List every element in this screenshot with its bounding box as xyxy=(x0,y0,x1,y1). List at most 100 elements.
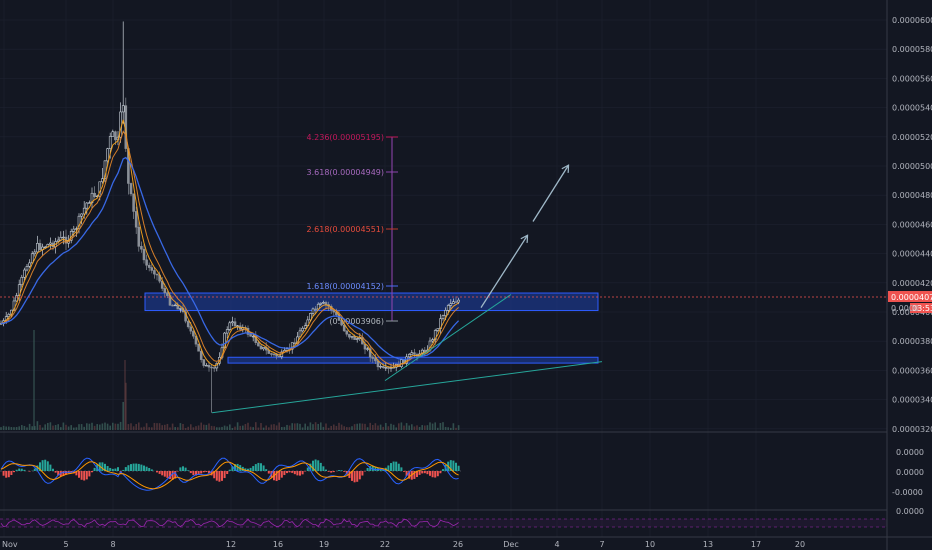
macd-histogram-bar xyxy=(187,470,190,471)
volume-bar xyxy=(304,423,306,430)
macd-histogram-bar xyxy=(140,464,143,471)
macd-tick: 0.0000 xyxy=(896,448,924,457)
volume-bar xyxy=(361,423,364,430)
candle-body xyxy=(82,207,86,215)
candle-body xyxy=(431,339,434,342)
volume-bar xyxy=(213,426,215,430)
volume-bar xyxy=(190,424,192,430)
candle-body xyxy=(88,202,91,204)
macd-histogram-bar xyxy=(457,465,460,471)
volume-bar xyxy=(184,427,187,430)
candle-body xyxy=(205,364,208,367)
trendlines[interactable] xyxy=(211,294,603,414)
volume-bar xyxy=(119,421,122,430)
macd-histogram-bar xyxy=(166,471,169,478)
volume-bar xyxy=(145,423,148,430)
volume-bar xyxy=(444,426,447,430)
volume-bar xyxy=(392,424,395,430)
macd-histogram-bar xyxy=(179,467,182,471)
candle-body xyxy=(142,248,146,261)
volume-bar xyxy=(229,424,231,430)
volume-bar xyxy=(187,426,189,430)
volume-bar xyxy=(314,422,317,430)
volume-bar xyxy=(197,425,200,430)
volume-bar xyxy=(249,426,252,430)
rsi-band-fill xyxy=(0,519,887,527)
volume-bar xyxy=(36,421,39,430)
macd-histogram-bar xyxy=(93,467,96,471)
candle-body xyxy=(228,322,232,330)
candle-body xyxy=(303,325,307,329)
volume-bar xyxy=(275,425,278,430)
volume-bar xyxy=(54,424,57,430)
trendline-2[interactable] xyxy=(384,294,512,382)
candle-body xyxy=(145,259,148,266)
fibonacci-extension[interactable]: 4.236(0.00005195) 3.618(0.00004949) 2.61… xyxy=(307,133,399,326)
volume-bar xyxy=(270,424,273,430)
macd-histogram-bar xyxy=(78,471,80,478)
time-tick: 19 xyxy=(319,540,329,549)
volume-bar xyxy=(104,422,106,430)
volume-bar xyxy=(244,424,247,430)
volume-bar xyxy=(205,424,208,430)
price-axis-panel[interactable] xyxy=(887,0,932,550)
macd-histogram-bar xyxy=(275,471,278,482)
macd-histogram-bar xyxy=(371,465,374,471)
macd-histogram-bar xyxy=(455,462,457,471)
price-tick: 0.00003200 xyxy=(892,425,932,434)
volume-bar xyxy=(390,423,392,430)
macd-histogram-bar xyxy=(374,466,377,471)
volume-bar xyxy=(67,426,70,430)
candle-body xyxy=(257,342,260,347)
macd-histogram-bar xyxy=(413,471,416,479)
candle-body xyxy=(270,353,273,355)
volume-bar xyxy=(413,426,416,430)
macd-histogram-bar xyxy=(44,459,47,471)
price-axis-labels: 0.00006000 0.00005800 0.00005600 0.00005400… xyxy=(892,16,932,434)
zone-box-1[interactable] xyxy=(144,292,599,312)
volume-bar xyxy=(208,423,210,430)
volume-bar xyxy=(307,426,309,430)
volume-bar xyxy=(296,423,299,430)
candle-body xyxy=(207,364,211,368)
projection-arrow-1[interactable] xyxy=(480,236,527,308)
price-tick: 0.00006000 xyxy=(892,16,932,25)
macd-histogram-bar xyxy=(33,468,36,471)
macd-histogram-bar xyxy=(197,471,200,475)
macd-histogram-bar xyxy=(91,471,93,473)
fib-label-3618: 3.618(0.00004949) xyxy=(307,168,385,177)
macd-histogram-bar xyxy=(111,468,114,471)
volume-bar xyxy=(18,426,20,430)
macd-histogram-bar xyxy=(132,463,135,471)
volume-bar xyxy=(216,427,218,430)
volume-bar xyxy=(80,424,83,430)
candle-body xyxy=(413,352,416,355)
volume-bar xyxy=(86,423,88,430)
macd-histogram-bar xyxy=(426,471,429,475)
volume-bar xyxy=(455,427,457,430)
macd-histogram-bar xyxy=(65,471,67,475)
volume-bar xyxy=(405,423,408,430)
candle-body xyxy=(384,367,388,369)
candle-body xyxy=(210,366,213,369)
time-tick: 20 xyxy=(795,540,805,549)
projection-arrows[interactable] xyxy=(480,166,568,308)
candle-body xyxy=(121,105,125,113)
volume-bar xyxy=(278,422,280,430)
volume-bar xyxy=(47,422,49,430)
volume-bar xyxy=(351,426,353,430)
volume-bar xyxy=(2,425,5,430)
macd-histogram-bar xyxy=(299,471,301,476)
macd-histogram-bar xyxy=(353,471,356,483)
price-tick: 0.00004400 xyxy=(892,250,932,259)
trendline-1[interactable] xyxy=(211,361,603,414)
candle-body xyxy=(25,266,29,271)
candle-body xyxy=(371,356,375,359)
candle-body xyxy=(324,302,328,305)
projection-arrow-2[interactable] xyxy=(532,166,568,222)
macd-histogram-bar xyxy=(130,464,132,471)
candle-body xyxy=(49,242,52,245)
candle-body xyxy=(77,215,81,229)
candle-body xyxy=(28,262,31,267)
